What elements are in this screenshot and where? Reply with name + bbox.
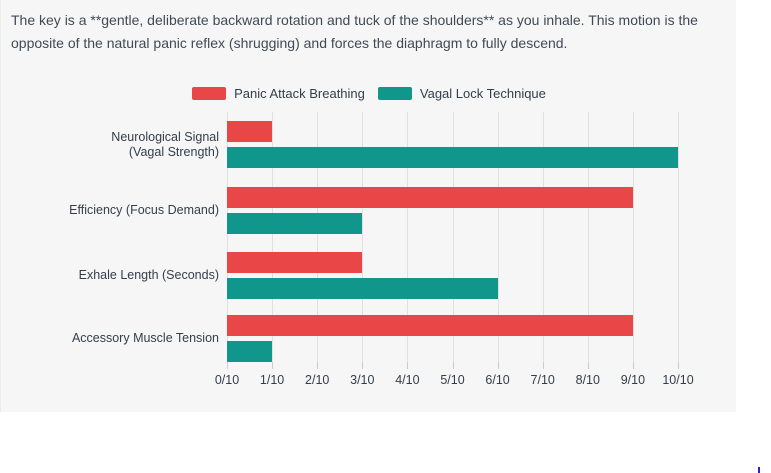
- gridline: [632, 112, 634, 362]
- x-tick: [317, 362, 319, 369]
- bar-panic-attack-breathing: [227, 315, 633, 336]
- bar-vagal-lock-technique: [227, 213, 363, 234]
- x-tick-label: 7/10: [530, 373, 555, 387]
- gridline: [542, 112, 544, 362]
- x-tick-label: 1/10: [259, 373, 285, 387]
- x-tick-label: 4/10: [395, 373, 420, 387]
- gridline: [227, 112, 228, 362]
- x-tick: [497, 362, 499, 369]
- category-label-line: Accessory Muscle Tension: [71, 331, 219, 345]
- gridline: [678, 112, 679, 362]
- category-label: Accessory Muscle Tension: [1, 331, 219, 346]
- cursor-artifact: [758, 467, 760, 473]
- chart-legend: Panic Attack Breathing Vagal Lock Techniq…: [1, 86, 737, 101]
- grouped-bar-chart: Neurological Signal (Vagal Strength) Effic…: [1, 0, 737, 412]
- x-tick: [587, 362, 589, 369]
- category-label: Efficiency (Focus Demand): [1, 203, 219, 218]
- legend-swatch-vagal-lock-technique: [377, 87, 412, 100]
- x-tick-label: 10/10: [662, 373, 694, 387]
- category-label: Neurological Signal (Vagal Strength): [1, 130, 219, 160]
- bar-panic-attack-breathing: [227, 252, 363, 273]
- gridline: [452, 112, 454, 362]
- intro-paragraph: The key is a **gentle, deliberate backwa…: [11, 12, 698, 51]
- x-tick-label: 3/10: [350, 373, 375, 387]
- legend-item-panic-attack-breathing: Panic Attack Breathing: [192, 86, 365, 101]
- gridline: [407, 112, 409, 362]
- gridline: [362, 112, 364, 362]
- x-tick: [452, 362, 454, 369]
- gridline: [497, 112, 499, 362]
- bar-vagal-lock-technique: [227, 341, 273, 362]
- legend-item-vagal-lock-technique: Vagal Lock Technique: [377, 86, 546, 101]
- x-tick: [632, 362, 634, 369]
- category-label: Exhale Length (Seconds): [1, 268, 219, 283]
- gridline: [272, 112, 274, 362]
- legend-label: Vagal Lock Technique: [419, 86, 546, 101]
- bar-panic-attack-breathing: [227, 121, 273, 142]
- x-tick: [542, 362, 544, 369]
- bar-vagal-lock-technique: [227, 147, 678, 168]
- x-tick: [678, 362, 679, 369]
- legend-swatch-panic-attack-breathing: [192, 87, 227, 100]
- category-label-line: (Vagal Strength): [128, 144, 219, 159]
- category-label-line: Neurological Signal: [111, 129, 219, 144]
- x-tick: [227, 362, 228, 369]
- x-tick: [407, 362, 409, 369]
- x-tick-label: 5/10: [440, 373, 465, 387]
- x-tick-label: 2/10: [305, 373, 330, 387]
- bar-vagal-lock-technique: [227, 278, 498, 299]
- x-tick: [362, 362, 364, 369]
- x-tick-label: 9/10: [620, 373, 646, 387]
- gridline: [587, 112, 589, 362]
- x-tick: [272, 362, 274, 369]
- x-tick-label: 8/10: [575, 373, 600, 387]
- category-label-line: Efficiency (Focus Demand): [69, 203, 219, 217]
- x-tick-label: 0/10: [214, 373, 240, 387]
- x-tick-label: 6/10: [485, 373, 510, 387]
- bar-panic-attack-breathing: [227, 187, 633, 208]
- content-panel: The key is a **gentle, deliberate backwa…: [1, 0, 737, 412]
- category-label-line: Exhale Length (Seconds): [78, 268, 219, 282]
- legend-label: Panic Attack Breathing: [234, 86, 365, 101]
- gridline: [317, 112, 319, 362]
